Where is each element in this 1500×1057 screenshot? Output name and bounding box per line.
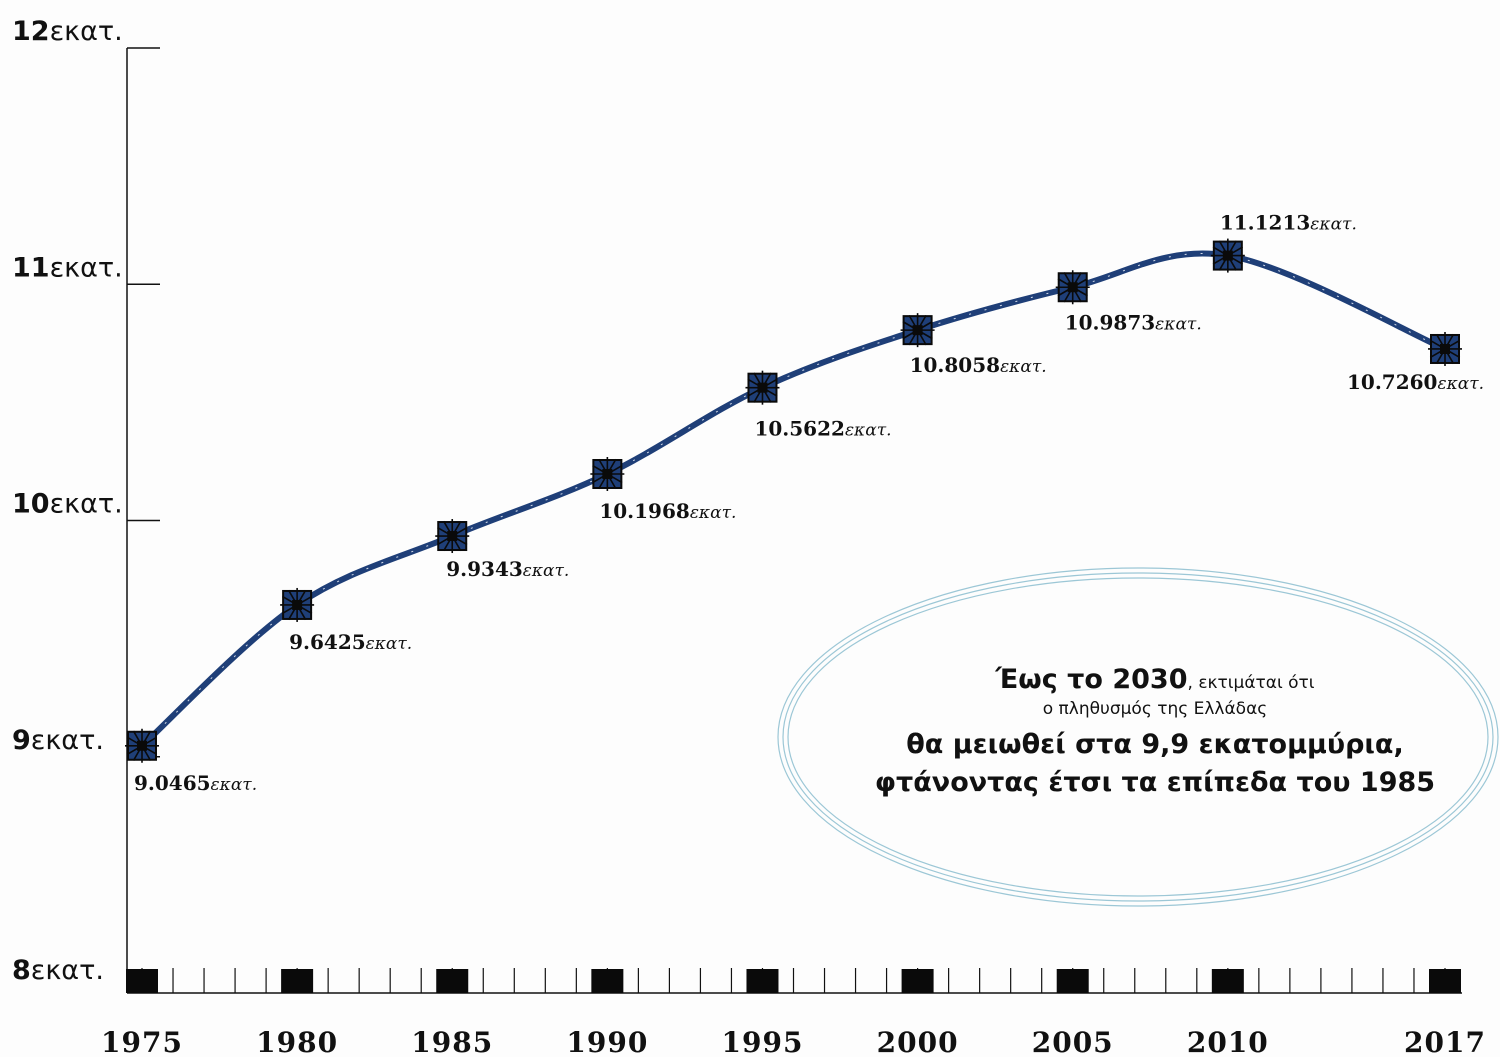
y-tick-number: 12 xyxy=(12,16,50,47)
x-tick-label: 2010 xyxy=(1187,1026,1269,1057)
series-line xyxy=(139,250,1448,749)
y-axis-ticks: 8εκατ.9εκατ.10εκατ.11εκατ.12εκατ. xyxy=(12,16,160,986)
data-label-value: 11.1213 xyxy=(1220,211,1310,235)
data-point-marker xyxy=(1055,270,1090,305)
data-label-value: 9.0465 xyxy=(134,771,211,795)
data-point-marker xyxy=(1428,331,1462,366)
data-label: 10.8058εκατ. xyxy=(910,353,1047,377)
y-tick-label: 12εκατ. xyxy=(12,16,123,47)
note-ellipse xyxy=(777,567,1499,907)
data-point-marker xyxy=(590,457,625,492)
data-label-unit: εκατ. xyxy=(211,775,258,795)
x-major-tick xyxy=(281,969,314,993)
y-tick-label: 9εκατ. xyxy=(12,725,104,756)
data-label: 10.1968εκατ. xyxy=(599,499,736,523)
series-line-path xyxy=(139,250,1448,749)
data-point-marker xyxy=(435,519,470,554)
axes xyxy=(126,48,1462,994)
data-label: 10.7260εκατ. xyxy=(1347,370,1484,394)
x-major-tick xyxy=(746,969,779,993)
data-markers xyxy=(125,238,1462,763)
data-label-unit: εκατ. xyxy=(1310,215,1357,235)
x-major-tick xyxy=(1056,969,1089,993)
data-label: 10.9873εκατ. xyxy=(1065,310,1202,334)
y-tick-label: 10εκατ. xyxy=(12,489,123,520)
projection-note: Έως το 2030, εκτιμάται ότι ο πληθυσμός τ… xyxy=(777,567,1499,907)
x-tick-label: 2000 xyxy=(877,1026,959,1057)
x-tick-label: 2005 xyxy=(1032,1026,1114,1057)
series-line-texture xyxy=(141,252,1446,747)
x-tick-label: 1995 xyxy=(722,1026,804,1057)
x-major-tick xyxy=(436,969,469,993)
y-tick-unit: εκατ. xyxy=(50,252,123,283)
note-line-4: φτάνοντας έτσι τα επίπεδα του 1985 xyxy=(875,767,1435,798)
note-line-3: θα μειωθεί στα 9,9 εκατομμύρια, xyxy=(906,729,1403,760)
data-label-value: 10.9873 xyxy=(1065,310,1155,334)
data-label-unit: εκατ. xyxy=(366,634,413,654)
y-tick-label: 11εκατ. xyxy=(12,252,123,283)
x-major-tick xyxy=(126,969,158,993)
data-label: 11.1213εκατ. xyxy=(1220,211,1357,235)
data-label-unit: εκατ. xyxy=(1155,314,1202,334)
x-major-tick xyxy=(1211,969,1244,993)
data-label-value: 10.1968 xyxy=(599,499,689,523)
y-tick-number: 11 xyxy=(12,252,50,283)
data-point-marker xyxy=(745,370,780,405)
x-tick-label: 1975 xyxy=(101,1026,183,1057)
data-label-value: 10.8058 xyxy=(910,353,1000,377)
y-tick-unit: εκατ. xyxy=(31,955,104,986)
y-tick-unit: εκατ. xyxy=(50,16,123,47)
data-labels: 9.0465εκατ.9.6425εκατ.9.9343εκατ.10.1968… xyxy=(134,211,1484,795)
data-label: 9.0465εκατ. xyxy=(134,771,257,795)
x-major-tick xyxy=(1429,969,1461,993)
y-tick-unit: εκατ. xyxy=(31,725,104,756)
note-line-1: Έως το 2030, εκτιμάται ότι xyxy=(994,664,1314,695)
x-tick-label: 1990 xyxy=(566,1026,648,1057)
data-label-value: 9.9343 xyxy=(446,557,523,581)
note-line-2: ο πληθυσμός της Ελλάδας xyxy=(1043,699,1268,719)
x-major-tick xyxy=(901,969,934,993)
note-line-1-rest: , εκτιμάται ότι xyxy=(1188,673,1315,693)
y-tick-label: 8εκατ. xyxy=(12,955,104,986)
data-label: 9.9343εκατ. xyxy=(446,557,569,581)
data-label-value: 9.6425 xyxy=(289,630,366,654)
x-tick-label: 1980 xyxy=(256,1026,338,1057)
data-label-value: 10.5622 xyxy=(754,417,844,441)
x-tick-label: 2017 xyxy=(1404,1026,1486,1057)
data-point-marker xyxy=(125,728,159,763)
x-axis-ticks: 1975 1980 1985 1990 1995 2000 2005 2010 2017 xyxy=(101,968,1486,1057)
y-tick-number: 10 xyxy=(12,489,50,520)
data-point-marker xyxy=(1210,238,1245,273)
data-label-unit: εκατ. xyxy=(1000,357,1047,377)
note-line-1-bold: Έως το 2030 xyxy=(994,664,1187,695)
y-tick-number: 8 xyxy=(12,955,31,986)
data-point-marker xyxy=(900,313,935,348)
data-label: 10.5622εκατ. xyxy=(754,417,891,441)
x-tick-label: 1985 xyxy=(411,1026,493,1057)
data-label-value: 10.7260 xyxy=(1347,370,1437,394)
x-major-tick xyxy=(591,969,624,993)
data-point-marker xyxy=(280,587,315,622)
data-label-unit: εκατ. xyxy=(845,421,892,441)
data-label-unit: εκατ. xyxy=(1437,374,1484,394)
y-tick-number: 9 xyxy=(12,725,31,756)
data-label-unit: εκατ. xyxy=(523,561,570,581)
y-tick-unit: εκατ. xyxy=(50,489,123,520)
data-label: 9.6425εκατ. xyxy=(289,630,412,654)
data-label-unit: εκατ. xyxy=(690,503,737,523)
